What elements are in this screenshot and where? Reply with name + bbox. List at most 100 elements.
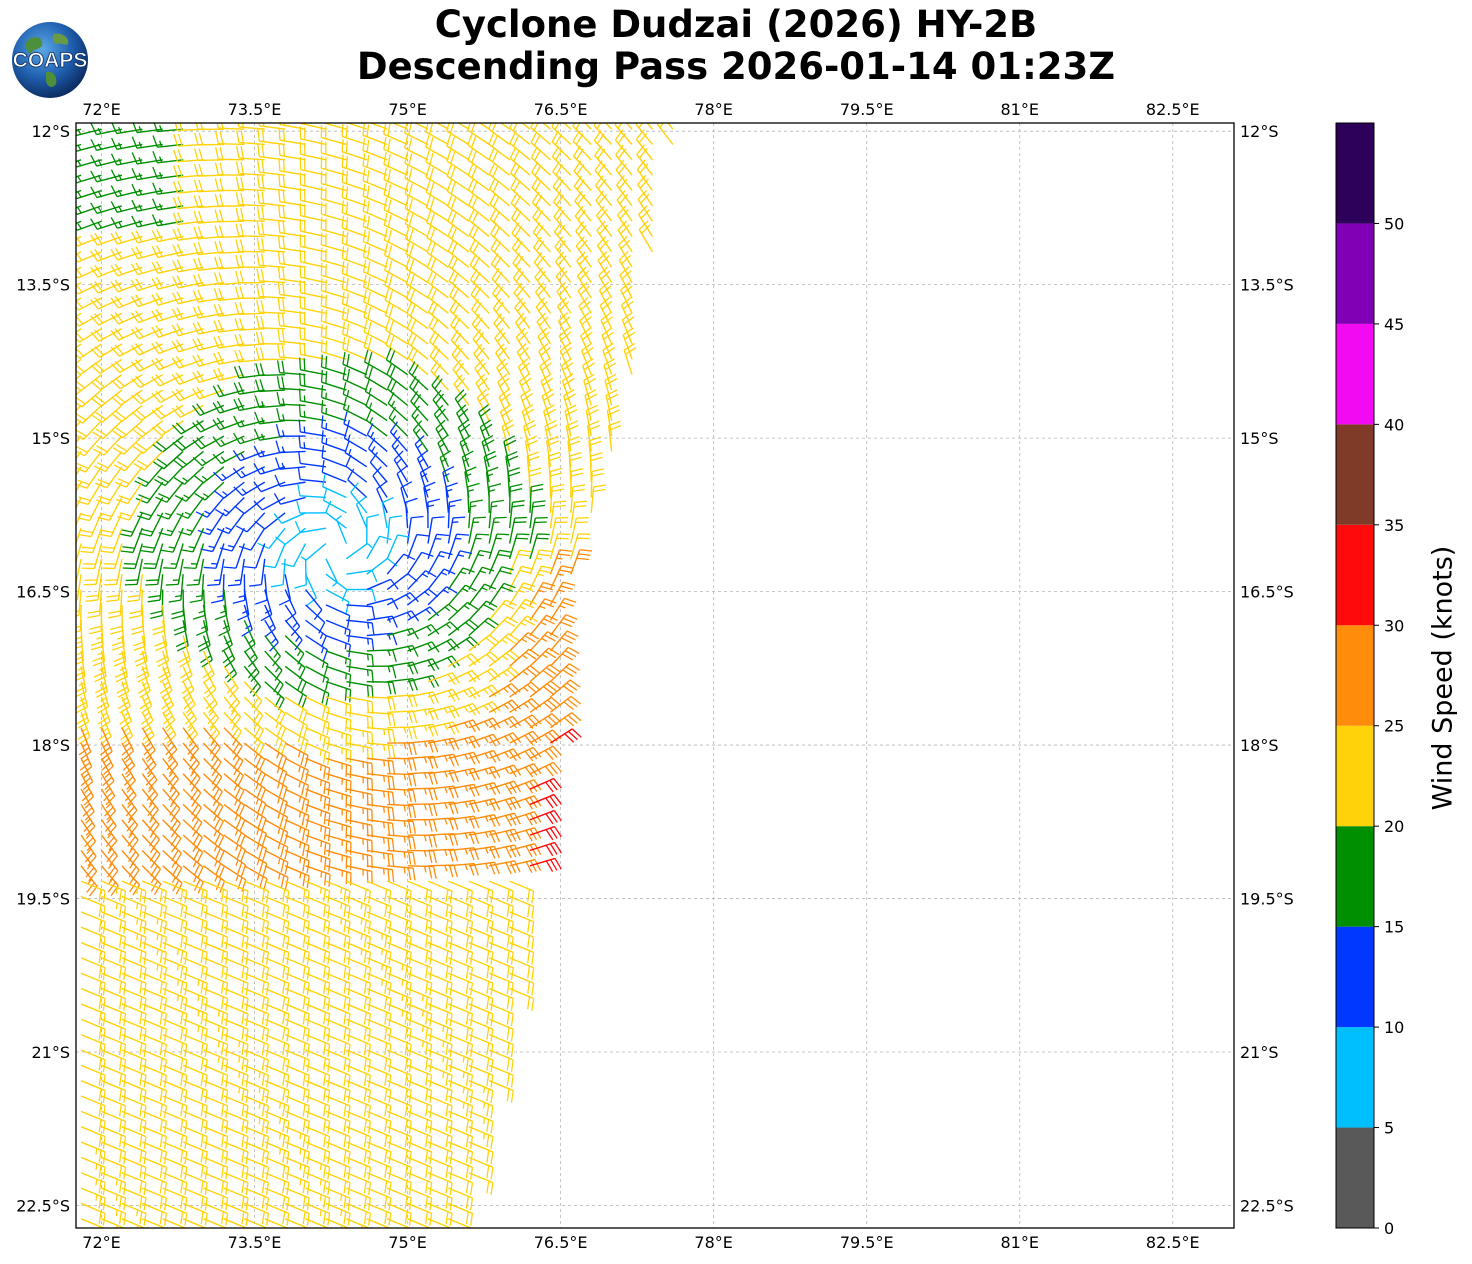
wind-barb xyxy=(508,500,525,529)
lon-ticks-top: 72°E 73.5°E 75°E 76.5°E 78°E 79.5°E 81°E 82.5°E xyxy=(82,100,1199,119)
wind-barb xyxy=(427,270,449,299)
wind-barb xyxy=(215,131,245,146)
wind-barb xyxy=(489,828,521,843)
wind-barb xyxy=(111,123,143,135)
wind-barb xyxy=(90,248,123,262)
wind-barb xyxy=(223,834,246,862)
wind-barb xyxy=(321,430,347,453)
wind-barb xyxy=(275,424,306,437)
wind-barb xyxy=(156,497,184,520)
wind-barb xyxy=(404,196,429,222)
wind-barb xyxy=(619,266,633,299)
wind-barb xyxy=(387,644,419,657)
wind-barb xyxy=(342,396,368,422)
wind-barb xyxy=(151,260,184,274)
wind-barb xyxy=(284,788,310,813)
wind-barb xyxy=(508,549,532,575)
wind-barb xyxy=(366,535,392,560)
colorbar-tick-label: 20 xyxy=(1384,817,1404,836)
wind-barb xyxy=(427,655,460,669)
wind-barb xyxy=(342,352,368,376)
wind-barb xyxy=(121,788,138,821)
wind-barb xyxy=(141,742,157,775)
wind-barb xyxy=(223,803,246,832)
wind-barb xyxy=(468,845,500,859)
wind-barb xyxy=(425,165,449,192)
wind-barb xyxy=(386,592,419,606)
wind-barb xyxy=(233,398,265,412)
wind-barb xyxy=(228,558,246,587)
wind-barb xyxy=(508,533,530,560)
wind-barb xyxy=(279,123,306,130)
wind-barb xyxy=(387,773,417,787)
wind-barb xyxy=(200,527,225,553)
wind-barb xyxy=(391,123,408,130)
wind-barb xyxy=(388,406,409,437)
wind-barb xyxy=(555,251,572,284)
wind-barb xyxy=(509,665,541,683)
wind-barb xyxy=(529,581,556,606)
wind-barb xyxy=(264,650,283,681)
wind-barb xyxy=(273,493,306,505)
wind-barb xyxy=(278,158,306,176)
wind-barb xyxy=(529,793,562,809)
colorbar-tick-label: 40 xyxy=(1384,415,1404,434)
wind-barb xyxy=(90,374,123,391)
wind-barb xyxy=(363,349,388,376)
wind-barb xyxy=(90,358,123,375)
wind-barb xyxy=(325,619,351,643)
wind-barb xyxy=(277,297,306,315)
wind-barb xyxy=(459,434,471,468)
wind-barb xyxy=(284,834,310,858)
wind-barb xyxy=(131,215,163,228)
wind-barb xyxy=(364,364,388,391)
wind-barb xyxy=(529,729,562,744)
wind-barb xyxy=(425,150,449,176)
wind-barb xyxy=(363,319,388,345)
wind-barb xyxy=(595,190,613,222)
wind-barb xyxy=(346,680,374,699)
wind-barb xyxy=(605,389,619,421)
wind-barb xyxy=(488,1064,514,1088)
wind-barb xyxy=(385,318,408,345)
wind-barb xyxy=(468,499,483,529)
wind-barb xyxy=(406,316,429,345)
wind-barb xyxy=(171,372,204,386)
wind-barb xyxy=(297,467,327,483)
wind-barb xyxy=(234,286,265,300)
wind-barb xyxy=(529,713,562,729)
wind-barb xyxy=(264,1218,289,1228)
wind-barb xyxy=(76,174,82,178)
wind-barb xyxy=(495,343,511,376)
wind-barb xyxy=(320,217,347,238)
colorbar-ticks: 0 5 10 15 20 25 30 35 40 45 50 xyxy=(1374,214,1404,1238)
wind-barb xyxy=(142,957,168,981)
wind-barb xyxy=(574,205,592,238)
wind-barb xyxy=(277,266,306,284)
wind-barb xyxy=(110,185,143,198)
wind-barb xyxy=(447,567,475,590)
wind-barb xyxy=(520,388,533,421)
wind-barb xyxy=(203,834,225,863)
wind-barb xyxy=(325,634,351,658)
wind-barb xyxy=(172,435,204,452)
wind-barb xyxy=(152,135,184,148)
wind-barb xyxy=(325,911,351,935)
wind-barb xyxy=(494,328,511,360)
wind-barb xyxy=(468,1080,494,1103)
wind-barb xyxy=(305,589,323,621)
wind-barb xyxy=(212,435,245,448)
wind-barb xyxy=(275,440,306,454)
colorbar-bin xyxy=(1336,625,1374,726)
wind-barb xyxy=(76,435,82,444)
wind-barb xyxy=(192,289,225,303)
wind-barb xyxy=(320,201,347,222)
wind-barb xyxy=(131,168,163,181)
wind-barb xyxy=(284,681,308,709)
wind-barb xyxy=(325,742,352,763)
wind-barb xyxy=(366,597,399,610)
wind-barb xyxy=(256,268,286,284)
wind-barb xyxy=(304,573,318,607)
wind-barb xyxy=(389,421,409,452)
wind-barb xyxy=(553,191,572,222)
